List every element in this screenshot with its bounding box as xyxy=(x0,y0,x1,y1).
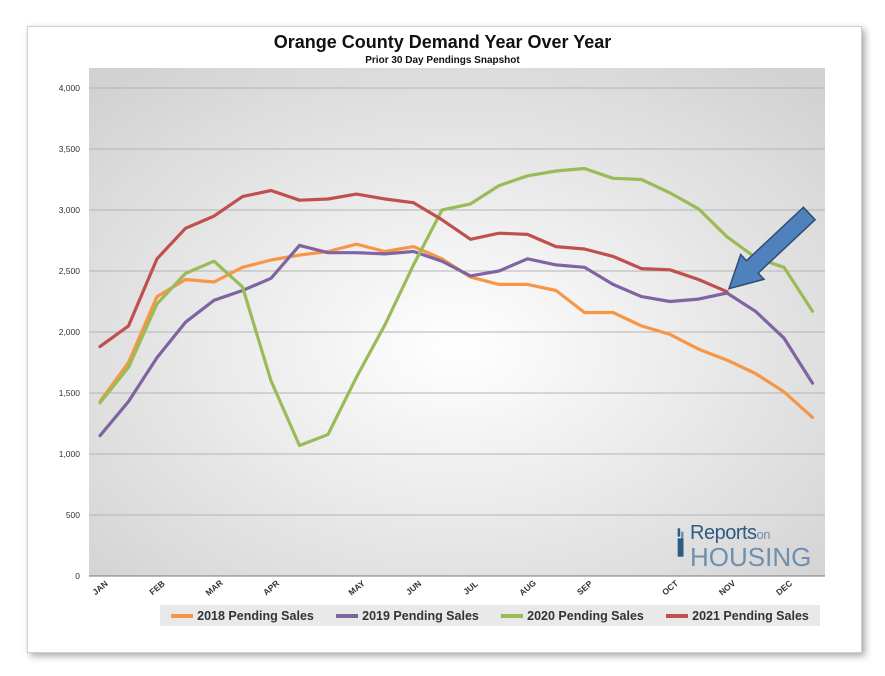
legend-swatch-2021 xyxy=(666,613,689,618)
x-tick-label: JAN xyxy=(90,578,109,597)
x-tick-label: NOV xyxy=(717,578,738,598)
logo-word-reports: Reports xyxy=(690,522,757,544)
chart-title: Orange County Demand Year Over Year xyxy=(273,32,612,52)
x-tick-label: DEC xyxy=(774,578,794,597)
x-tick-label: OCT xyxy=(660,578,681,598)
logo-text-top: Reportson xyxy=(690,522,771,545)
y-tick-label: 0 xyxy=(75,571,80,581)
series-line-2019 xyxy=(98,243,815,438)
series-line-2020 xyxy=(98,166,815,448)
y-tick-label: 4,000 xyxy=(59,83,81,93)
legend-item-2018: 2018 Pending Sales xyxy=(171,609,314,623)
x-tick-label: AUG xyxy=(517,578,538,598)
x-tick-label: JUL xyxy=(461,579,480,597)
x-tick-label: MAR xyxy=(203,578,224,598)
gridlines xyxy=(89,87,825,516)
x-tick-label: APR xyxy=(261,578,281,597)
y-tick-label: 1,000 xyxy=(59,449,81,459)
series-line-2021 xyxy=(98,188,729,349)
legend-swatch-2019 xyxy=(336,613,359,618)
legend-item-2020: 2020 Pending Sales xyxy=(501,609,644,623)
x-tick-label: JUN xyxy=(404,578,423,597)
annotation-arrow xyxy=(727,206,817,290)
legend-swatch-2018 xyxy=(171,613,194,618)
reports-on-housing-logo: Reportson HOUSING xyxy=(676,522,826,572)
legend-label-2020: 2020 Pending Sales xyxy=(527,608,644,623)
legend-label-2019: 2019 Pending Sales xyxy=(362,608,479,623)
plot-area xyxy=(89,68,825,576)
logo-bars-icon xyxy=(677,528,684,557)
y-tick-label: 500 xyxy=(66,510,80,520)
y-tick-label: 2,500 xyxy=(59,266,81,276)
chart-subtitle: Prior 30 Day Pendings Snapshot xyxy=(365,55,520,66)
y-tick-label: 1,500 xyxy=(59,388,81,398)
legend-label-2021: 2021 Pending Sales xyxy=(692,608,809,623)
y-tick-label: 2,000 xyxy=(59,327,81,337)
logo-word-housing: HOUSING xyxy=(690,542,812,572)
x-axis: JAN FEB MAR APR MAY JUN JUL AUG SEP OCT NOV DEC xyxy=(90,578,794,598)
logo-word-on: on xyxy=(756,527,771,542)
chart-legend: 2018 Pending Sales 2019 Pending Sales 20… xyxy=(160,605,820,626)
x-tick-label: MAY xyxy=(346,578,367,598)
y-axis: 0 500 1,000 1,500 2,000 2,500 3,000 3,500 4,000 xyxy=(59,83,825,581)
legend-label-2018: 2018 Pending Sales xyxy=(197,608,314,623)
annotation-layer xyxy=(727,206,817,290)
x-tick-label: FEB xyxy=(147,578,166,597)
legend-swatch-2020 xyxy=(501,613,524,618)
y-tick-label: 3,000 xyxy=(59,205,81,215)
legend-item-2021: 2021 Pending Sales xyxy=(666,609,809,623)
y-tick-label: 3,500 xyxy=(59,144,81,154)
series-lines xyxy=(98,166,815,448)
x-tick-label: SEP xyxy=(575,578,595,597)
legend-item-2019: 2019 Pending Sales xyxy=(336,609,479,623)
